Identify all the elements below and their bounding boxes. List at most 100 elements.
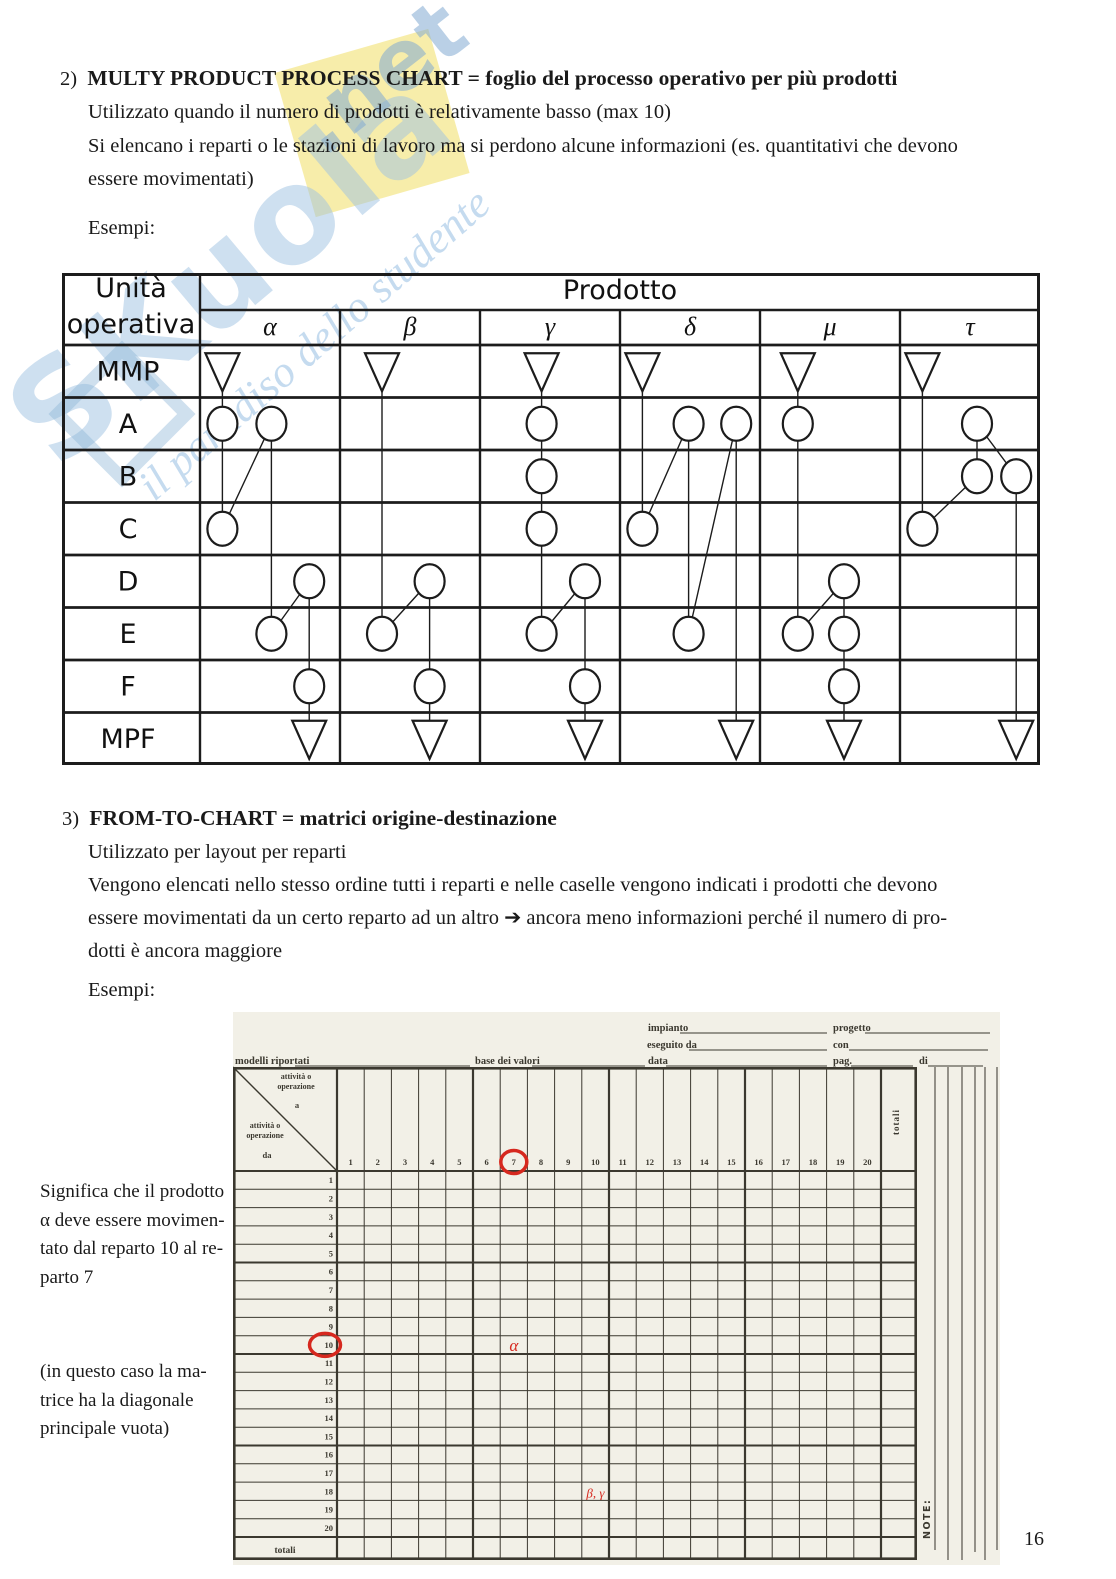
svg-text:17: 17 bbox=[325, 1468, 334, 1478]
svg-text:D: D bbox=[118, 566, 139, 597]
margin-note-movement: Significa che il prodotto α deve essere … bbox=[40, 1178, 225, 1292]
section3-heading: 3) FROM-TO-CHART = matrici origine-desti… bbox=[62, 806, 557, 832]
margin-note-line: principale vuota) bbox=[40, 1418, 170, 1439]
svg-text:2: 2 bbox=[376, 1157, 380, 1167]
svg-text:19: 19 bbox=[836, 1157, 845, 1167]
svg-text:7: 7 bbox=[329, 1285, 334, 1295]
svg-text:19: 19 bbox=[325, 1505, 334, 1515]
margin-note-line: Significa che il prodotto bbox=[40, 1181, 225, 1202]
svg-text:3: 3 bbox=[403, 1157, 407, 1167]
svg-text:pag.: pag. bbox=[833, 1056, 852, 1067]
svg-text:18: 18 bbox=[809, 1157, 818, 1167]
svg-text:15: 15 bbox=[727, 1157, 736, 1167]
section2-number: 2) bbox=[60, 68, 78, 90]
svg-text:totali: totali bbox=[274, 1546, 295, 1556]
svg-text:1: 1 bbox=[329, 1175, 333, 1185]
svg-text:da: da bbox=[263, 1150, 273, 1160]
svg-text:attività o: attività o bbox=[250, 1121, 280, 1130]
svg-text:20: 20 bbox=[863, 1157, 872, 1167]
section2-title: MULTY PRODUCT PROCESS CHART = foglio del… bbox=[87, 66, 898, 90]
svg-text:totali: totali bbox=[891, 1109, 901, 1135]
svg-text:4: 4 bbox=[430, 1157, 435, 1167]
margin-note-line: parto 7 bbox=[40, 1266, 94, 1288]
svg-text:MPF: MPF bbox=[100, 724, 155, 755]
svg-text:base dei valori: base dei valori bbox=[475, 1056, 540, 1067]
svg-text:14: 14 bbox=[325, 1413, 334, 1423]
svg-text:1: 1 bbox=[348, 1157, 352, 1167]
svg-text:6: 6 bbox=[484, 1157, 488, 1167]
svg-text:15: 15 bbox=[325, 1431, 334, 1441]
svg-text:τ: τ bbox=[965, 312, 976, 341]
svg-text:4: 4 bbox=[329, 1230, 334, 1240]
section3-line: essere movimentati da un certo reparto a… bbox=[88, 907, 948, 929]
section3-title: FROM-TO-CHART = matrici origine-destinaz… bbox=[89, 806, 557, 830]
svg-text:modelli riportati: modelli riportati bbox=[235, 1056, 309, 1067]
svg-text:data: data bbox=[648, 1056, 669, 1067]
svg-text:11: 11 bbox=[325, 1358, 333, 1368]
section3-line: Utilizzato per layout per reparti bbox=[88, 841, 347, 863]
svg-text:β: β bbox=[403, 312, 417, 341]
svg-text:con: con bbox=[833, 1040, 849, 1051]
svg-text:di: di bbox=[919, 1056, 928, 1067]
margin-note-line: trice ha la diagonale bbox=[40, 1389, 194, 1411]
page-number: 16 bbox=[1024, 1528, 1044, 1550]
svg-text:14: 14 bbox=[700, 1157, 709, 1167]
svg-text:Prodotto: Prodotto bbox=[563, 275, 677, 306]
svg-text:5: 5 bbox=[457, 1157, 461, 1167]
margin-note-line: (in questo caso la ma- bbox=[40, 1361, 207, 1382]
svg-text:20: 20 bbox=[325, 1523, 334, 1533]
svg-text:18: 18 bbox=[325, 1486, 334, 1496]
svg-text:impianto: impianto bbox=[648, 1023, 688, 1034]
svg-text:eseguito da: eseguito da bbox=[647, 1040, 698, 1051]
svg-text:9: 9 bbox=[566, 1157, 570, 1167]
svg-text:10: 10 bbox=[591, 1157, 600, 1167]
svg-text:operazione: operazione bbox=[246, 1131, 284, 1140]
section3-line: Vengono elencati nello stesso ordine tut… bbox=[88, 874, 938, 896]
margin-note-line: tato dal reparto 10 al re- bbox=[40, 1238, 224, 1259]
svg-text:α: α bbox=[263, 312, 278, 341]
svg-text:α: α bbox=[509, 1336, 519, 1355]
section2-line: Utilizzato quando il numero di prodotti … bbox=[88, 101, 671, 123]
section3-line: dotti è ancora maggiore bbox=[88, 940, 283, 962]
svg-text:13: 13 bbox=[325, 1395, 334, 1405]
svg-text:operazione: operazione bbox=[277, 1082, 315, 1091]
svg-text:progetto: progetto bbox=[833, 1023, 871, 1034]
svg-text:C: C bbox=[119, 514, 138, 545]
svg-text:Unità: Unità bbox=[95, 273, 167, 304]
svg-text:E: E bbox=[119, 619, 136, 650]
svg-text:16: 16 bbox=[325, 1450, 334, 1460]
svg-text:a: a bbox=[295, 1100, 300, 1110]
section2-heading: 2) MULTY PRODUCT PROCESS CHART = foglio … bbox=[60, 66, 897, 92]
section3-number: 3) bbox=[62, 808, 80, 830]
margin-note-line: α deve essere movimen- bbox=[40, 1209, 225, 1231]
section3-example-label: Esempi: bbox=[88, 979, 156, 1001]
svg-text:μ: μ bbox=[822, 312, 836, 341]
svg-text:β, γ: β, γ bbox=[585, 1485, 605, 1500]
svg-text:7: 7 bbox=[512, 1157, 517, 1167]
svg-text:B: B bbox=[119, 461, 138, 492]
svg-text:2: 2 bbox=[329, 1193, 333, 1203]
from-to-chart: impianto progetto eseguito da con modelli ri… bbox=[233, 1012, 1000, 1565]
svg-text:12: 12 bbox=[646, 1157, 655, 1167]
svg-text:13: 13 bbox=[673, 1157, 682, 1167]
svg-text:8: 8 bbox=[329, 1303, 333, 1313]
svg-text:MMP: MMP bbox=[97, 356, 160, 387]
section2-line: Si elencano i reparti o le stazioni di l… bbox=[88, 135, 958, 157]
margin-note-diagonal: (in questo caso la ma- trice ha la diago… bbox=[40, 1358, 207, 1444]
svg-text:A: A bbox=[119, 409, 138, 440]
svg-text:attività o: attività o bbox=[281, 1072, 311, 1081]
svg-text:NOTE:: NOTE: bbox=[922, 1499, 933, 1539]
svg-text:11: 11 bbox=[619, 1157, 627, 1167]
svg-text:17: 17 bbox=[782, 1157, 791, 1167]
section2-example-label: Esempi: bbox=[88, 217, 156, 239]
svg-text:9: 9 bbox=[329, 1322, 333, 1332]
svg-text:10: 10 bbox=[325, 1340, 334, 1350]
svg-text:γ: γ bbox=[545, 312, 556, 341]
svg-text:3: 3 bbox=[329, 1212, 333, 1222]
section2-line: essere movimentati) bbox=[88, 168, 254, 190]
svg-text:F: F bbox=[120, 671, 136, 702]
svg-text:operativa: operativa bbox=[67, 309, 196, 340]
svg-text:12: 12 bbox=[325, 1376, 334, 1386]
